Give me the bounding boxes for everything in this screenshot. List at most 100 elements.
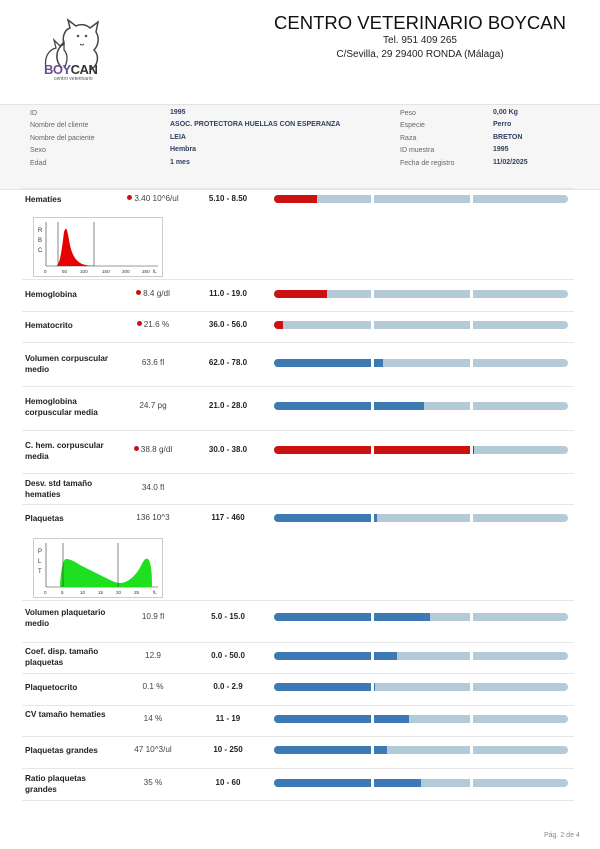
range-bar [274, 290, 568, 298]
out-of-range-dot-icon [127, 195, 133, 200]
test-result-value: 24.7 pg [139, 401, 167, 410]
test-result-value: 0.1 % [142, 682, 164, 691]
range-bar [274, 321, 568, 329]
test-result-value: 34.0 fl [141, 483, 165, 492]
row-separator [22, 311, 574, 312]
test-result-value: 35 % [143, 778, 163, 787]
range-bar-divider [371, 715, 375, 723]
range-bar-divider [371, 746, 375, 754]
test-result: 0.1 % [117, 682, 189, 691]
reference-range: 62.0 - 78.0 [208, 358, 248, 367]
test-result: 35 % [117, 778, 189, 787]
test-name: Volumen corpuscular medio [25, 353, 109, 375]
reference-range: 21.0 - 28.0 [208, 401, 248, 410]
range-bar-fill [274, 779, 421, 787]
range-bar-fill [274, 652, 398, 660]
plt-ticks: 0 5 10 15 20 25 fL [44, 590, 157, 595]
range-bar-divider [469, 652, 473, 660]
plt-letter-p: P [38, 549, 42, 555]
range-bar-fill [274, 746, 388, 754]
rbc-tick-unit: fL [153, 269, 157, 274]
date-label: Fecha de registro [400, 160, 455, 167]
range-bar-divider [469, 746, 473, 754]
plt-tick-15: 15 [98, 590, 104, 595]
reference-range: 117 - 460 [211, 513, 245, 522]
range-bar [274, 613, 568, 621]
clinic-phone: Tel. 951 409 265 [383, 35, 457, 46]
reference-range: 0.0 - 50.0 [211, 651, 245, 660]
age-label: Edad [30, 160, 47, 167]
rbc-tick-200: 200 [122, 269, 130, 274]
range-bar-divider [371, 402, 375, 410]
range-bar-fill [274, 613, 430, 621]
dog-cat-logo-icon [44, 18, 100, 71]
patient-label: Nombre del paciente [30, 135, 95, 142]
rbc-histogram: R B C 0 50 100 150 200 250 fL [33, 217, 163, 277]
clinic-name: CENTRO VETERINARIO BOYCAN [274, 12, 566, 33]
breed-value: BRETON [493, 134, 523, 141]
row-separator [22, 430, 574, 431]
clinic-address: C/Sevilla, 29 29400 RONDA (Málaga) [336, 49, 504, 60]
test-result: 63.6 fl [117, 358, 189, 367]
rbc-tick-150: 150 [102, 269, 110, 274]
reference-range: 10 - 60 [215, 778, 241, 787]
reference-range: 36.0 - 56.0 [208, 320, 248, 329]
range-bar-divider [371, 446, 375, 454]
test-result: 8.4 g/dl [117, 289, 189, 298]
test-name: Plaquetocrito [25, 683, 78, 693]
test-result-value: 14 % [143, 714, 163, 723]
test-name: Plaquetas grandes [25, 746, 98, 756]
test-name: Ratio plaquetas grandes [25, 773, 86, 795]
test-result: 10.9 fl [117, 612, 189, 621]
test-result-value: 63.6 fl [141, 358, 165, 367]
range-bar [274, 446, 568, 454]
date-value: 11/02/2025 [493, 159, 528, 166]
row-separator [22, 800, 574, 801]
range-bar-divider [371, 195, 375, 203]
range-bar-divider [469, 195, 473, 203]
test-result-value: 3.40 10^6/ul [134, 194, 179, 203]
test-result-value: 38.8 g/dl [140, 445, 173, 454]
test-name: CV tamaño hematies [25, 709, 106, 719]
weight-label: Peso [400, 110, 416, 117]
row-separator [22, 504, 574, 505]
id-value: 1995 [170, 109, 186, 116]
range-bar-divider [469, 290, 473, 298]
range-bar-divider [371, 514, 375, 522]
test-result: 3.40 10^6/ul [117, 194, 189, 203]
row-separator [22, 279, 574, 280]
plt-curve [60, 558, 152, 587]
patient-info-panel: ID 1995 Nombre del cliente ASOC. PROTECT… [0, 104, 600, 190]
range-bar-fill [274, 514, 377, 522]
reference-range: 10 - 250 [213, 745, 243, 754]
test-result-value: 47 10^3/ul [134, 745, 172, 754]
test-result: 34.0 fl [117, 483, 189, 492]
reference-range: 0.0 - 2.9 [213, 682, 243, 691]
test-result: 47 10^3/ul [117, 745, 189, 754]
plt-tick-25: 25 [134, 590, 140, 595]
test-name: Coef. disp. tamaño plaquetas [25, 646, 99, 668]
reference-range: 30.0 - 38.0 [208, 445, 248, 454]
species-label: Especie [400, 122, 425, 129]
test-result: 38.8 g/dl [117, 445, 189, 454]
range-bar-divider [469, 683, 473, 691]
plt-tick-unit: fL [153, 590, 157, 595]
range-bar-divider [469, 613, 473, 621]
id-label: ID [30, 110, 37, 117]
range-bar [274, 715, 568, 723]
row-separator [22, 473, 574, 474]
test-result-value: 10.9 fl [141, 612, 165, 621]
range-bar-divider [469, 402, 473, 410]
rbc-curve [56, 228, 98, 266]
sample-label: ID muestra [400, 147, 435, 154]
plt-tick-20: 20 [116, 590, 122, 595]
plt-letter-t: T [38, 569, 42, 575]
range-bar-fill [274, 683, 376, 691]
sample-value: 1995 [493, 146, 509, 153]
rbc-ticks: 0 50 100 150 200 250 fL [44, 269, 157, 274]
row-separator [22, 705, 574, 706]
rbc-tick-250: 250 [142, 269, 150, 274]
range-bar [274, 195, 568, 203]
out-of-range-dot-icon [136, 290, 142, 295]
plt-histogram: P L T 0 5 10 15 20 25 fL [33, 538, 163, 598]
